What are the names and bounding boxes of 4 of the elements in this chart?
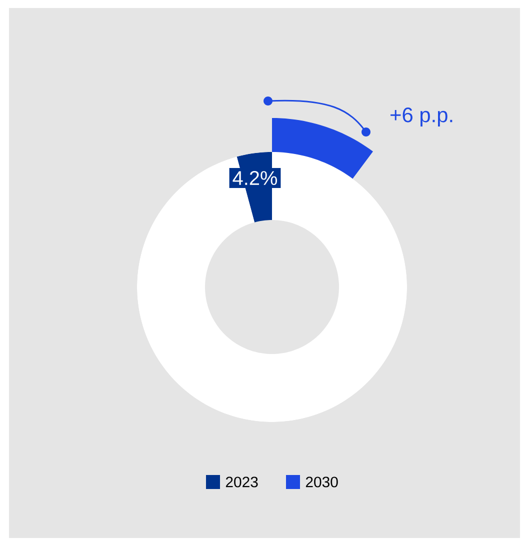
data-label: 4.2%: [232, 170, 277, 185]
text: +6 p.p.: [390, 108, 452, 126]
legend-label: 2023: [226, 476, 258, 488]
legend-label: 2030: [306, 476, 338, 488]
